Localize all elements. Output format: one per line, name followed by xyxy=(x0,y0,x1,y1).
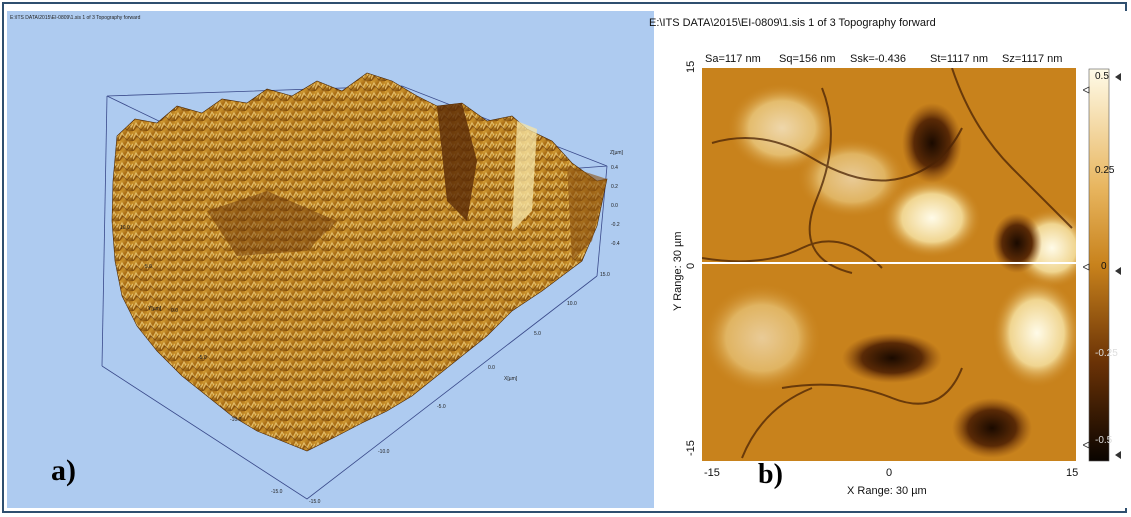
y-tick: -15.0 xyxy=(271,489,283,495)
z-tick: 0.2 xyxy=(611,184,618,190)
z-tick: 0.0 xyxy=(611,203,618,209)
z-tick: 0.4 xyxy=(611,165,618,171)
panel-2d-topography: E:\ITS DATA\2015\EI-0809\1.sis 1 of 3 To… xyxy=(649,11,1128,508)
x-tick-left: -15 xyxy=(704,467,720,479)
topography-image xyxy=(702,68,1076,461)
valley-shadow xyxy=(437,103,477,221)
colorbar-tick: -0.25 xyxy=(1095,348,1118,359)
y-tick: 10.0 xyxy=(120,225,130,231)
right-header-text: E:\ITS DATA\2015\EI-0809\1.sis 1 of 3 To… xyxy=(649,17,936,29)
peak-highlight xyxy=(512,121,537,231)
colorbar-marker xyxy=(1115,451,1121,459)
stat-sz: Sz=1117 nm xyxy=(1002,53,1063,65)
z-tick: -0.2 xyxy=(611,222,620,228)
x-tick: 0.0 xyxy=(488,365,495,371)
stat-sq: Sq=156 nm xyxy=(779,53,836,65)
stat-sa: Sa=117 nm xyxy=(705,53,761,65)
x-tick: 5.0 xyxy=(534,331,541,337)
y-tick: -5.0 xyxy=(198,355,207,361)
x-tick: -10.0 xyxy=(378,449,390,455)
colorbar-tick: 0 xyxy=(1101,261,1107,272)
colorbar-marker xyxy=(1115,73,1121,81)
x-tick: -15.0 xyxy=(309,499,321,505)
x-tick: 15.0 xyxy=(600,272,610,278)
y-axis-title: Y Range: 30 µm xyxy=(672,231,684,311)
stat-ssk: Ssk=-0.436 xyxy=(850,53,906,65)
valley-shadow xyxy=(207,191,337,256)
z-axis-title: Z[µm] xyxy=(610,150,623,156)
x-tick-right: 15 xyxy=(1066,467,1079,479)
left-header-text: E:\ITS DATA\2015\EI-0809\1.sis 1 of 3 To… xyxy=(10,15,141,21)
panel-label-a: a) xyxy=(51,454,76,487)
y-tick: 5.0 xyxy=(145,264,152,270)
x-tick: 10.0 xyxy=(567,301,577,307)
colorbar-tick: 0.25 xyxy=(1095,165,1115,176)
z-tick: -0.4 xyxy=(611,241,620,247)
panel-3d-topography: E:\ITS DATA\2015\EI-0809\1.sis 1 of 3 To… xyxy=(7,11,654,508)
y-axis-title: Y[µm] xyxy=(148,306,162,312)
valley-shadow xyxy=(567,166,607,261)
surface-3d-plot: Z[µm] 0.4 0.2 0.0 -0.2 -0.4 10.0 5.0 Y[µ… xyxy=(101,72,623,505)
y-tick: 0.0 xyxy=(171,308,178,314)
x-axis-title: X Range: 30 µm xyxy=(847,485,927,497)
x-axis-title: X[µm] xyxy=(504,376,518,382)
colorbar-marker xyxy=(1115,267,1121,275)
y-tick-bottom: -15 xyxy=(685,440,697,456)
colorbar xyxy=(1083,68,1110,462)
y-tick: -10.0 xyxy=(230,417,242,423)
panel-label-b: b) xyxy=(758,459,783,490)
x-tick: -5.0 xyxy=(437,404,446,410)
y-tick-top: 15 xyxy=(685,60,697,73)
y-tick-mid: 0 xyxy=(685,262,697,269)
colorbar-tick: -0.5 xyxy=(1095,435,1113,446)
x-tick-mid: 0 xyxy=(886,467,893,479)
stat-st: St=1117 nm xyxy=(930,53,988,65)
colorbar-tick: 0.5 xyxy=(1095,71,1109,82)
